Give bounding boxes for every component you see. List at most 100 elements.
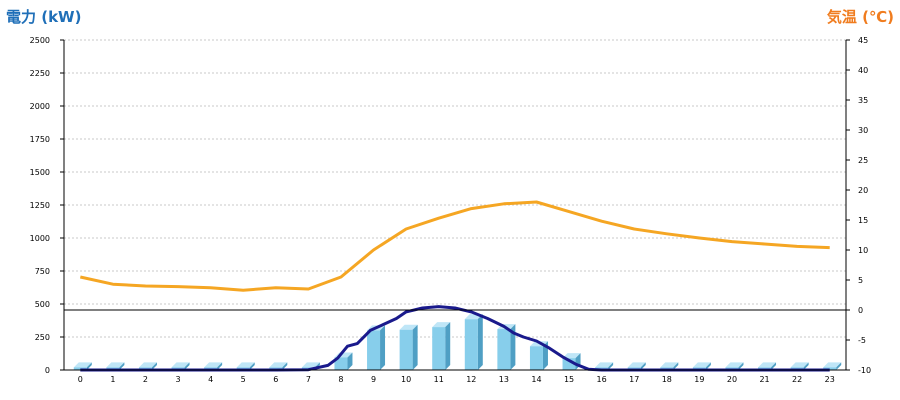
bar xyxy=(823,362,842,370)
bar-side xyxy=(477,314,483,370)
tick-label-right: -10 xyxy=(858,366,871,375)
bar-side xyxy=(445,322,451,370)
tick-label-x: 8 xyxy=(338,375,343,384)
bar-top xyxy=(236,362,255,368)
bar-top xyxy=(269,362,288,368)
tick-label-x: 22 xyxy=(792,375,802,384)
bar-top xyxy=(692,362,711,368)
tick-label-left: 2250 xyxy=(30,69,50,78)
bar-top xyxy=(790,362,809,368)
tick-label-left: 1750 xyxy=(30,135,50,144)
tick-label-x: 23 xyxy=(825,375,835,384)
bar-side xyxy=(217,362,223,370)
tick-label-x: 3 xyxy=(175,375,180,384)
bar-front xyxy=(562,358,576,370)
bar-top xyxy=(301,362,320,368)
bar xyxy=(432,322,451,370)
power-line xyxy=(80,305,830,372)
line-series xyxy=(79,200,830,372)
tick-label-left: 1500 xyxy=(30,168,50,177)
bar-top xyxy=(138,362,157,368)
tick-label-right: 40 xyxy=(858,66,868,75)
bar-top xyxy=(627,362,646,368)
bar-front xyxy=(432,327,446,370)
bar-top xyxy=(399,324,418,330)
tick-label-right: -5 xyxy=(858,336,866,345)
y-axis-right-label: 気温 (℃) xyxy=(826,8,894,26)
bar-side xyxy=(836,362,842,370)
tick-label-x: 4 xyxy=(208,375,213,384)
bar-side xyxy=(412,324,418,370)
bar-side xyxy=(803,362,809,370)
tick-label-left: 1250 xyxy=(30,201,50,210)
tick-label-x: 14 xyxy=(531,375,541,384)
bar-front xyxy=(464,319,478,370)
bar-top xyxy=(725,362,744,368)
tick-label-right: 15 xyxy=(858,216,868,225)
tick-label-x: 10 xyxy=(401,375,411,384)
bar-series xyxy=(73,314,842,370)
bar-side xyxy=(380,325,386,370)
tick-label-x: 15 xyxy=(564,375,574,384)
bar-top xyxy=(660,362,679,368)
bar-front xyxy=(497,329,511,370)
bar-side xyxy=(119,362,125,370)
bar xyxy=(73,362,92,370)
tick-label-left: 500 xyxy=(35,300,50,309)
tick-label-left: 1000 xyxy=(30,234,50,243)
tick-label-x: 18 xyxy=(662,375,672,384)
y-axis-left-label: 電力 (kW) xyxy=(6,8,82,26)
tick-label-x: 17 xyxy=(629,375,639,384)
tick-label-left: 750 xyxy=(35,267,50,276)
bar-side xyxy=(249,362,255,370)
bar-side xyxy=(282,362,288,370)
bar-side xyxy=(608,362,614,370)
bar-front xyxy=(367,330,381,370)
bar-top xyxy=(204,362,223,368)
bar-side xyxy=(771,362,777,370)
tick-label-right: 45 xyxy=(858,36,868,45)
temperature-line xyxy=(79,200,830,292)
bar-side xyxy=(738,362,744,370)
tick-label-x: 13 xyxy=(499,375,509,384)
bar-side xyxy=(86,362,92,370)
tick-label-right: 5 xyxy=(858,276,863,285)
bar-side xyxy=(184,362,190,370)
bar-side xyxy=(673,362,679,370)
bar-top xyxy=(758,362,777,368)
tick-label-left: 0 xyxy=(45,366,50,375)
bar-top xyxy=(823,362,842,368)
bar xyxy=(529,341,548,370)
tick-label-x: 1 xyxy=(110,375,115,384)
bar-front xyxy=(73,367,87,370)
tick-label-right: 25 xyxy=(858,156,868,165)
bar-front xyxy=(399,329,413,370)
bar-side xyxy=(510,324,516,370)
bar-side xyxy=(705,362,711,370)
bar-side xyxy=(542,341,548,370)
bar xyxy=(464,314,483,370)
tick-label-left: 250 xyxy=(35,333,50,342)
bar xyxy=(399,324,418,370)
tick-label-x: 12 xyxy=(466,375,476,384)
tick-label-left: 2000 xyxy=(30,102,50,111)
tick-label-right: 10 xyxy=(858,246,868,255)
bar-top xyxy=(171,362,190,368)
bar-top xyxy=(106,362,125,368)
tick-label-x: 21 xyxy=(759,375,769,384)
tick-label-x: 16 xyxy=(597,375,607,384)
tick-label-right: 35 xyxy=(858,96,868,105)
bar xyxy=(334,352,353,370)
tick-label-x: 20 xyxy=(727,375,737,384)
tick-label-x: 9 xyxy=(371,375,376,384)
bar-side xyxy=(347,352,353,370)
bar-side xyxy=(640,362,646,370)
tick-label-right: 30 xyxy=(858,126,868,135)
bar-front xyxy=(823,367,837,370)
bar-front xyxy=(334,357,348,370)
tick-label-x: 2 xyxy=(143,375,148,384)
tick-labels: 02505007501000125015001750200022502500-1… xyxy=(30,36,871,384)
tick-label-x: 5 xyxy=(241,375,246,384)
tick-label-right: 20 xyxy=(858,186,868,195)
